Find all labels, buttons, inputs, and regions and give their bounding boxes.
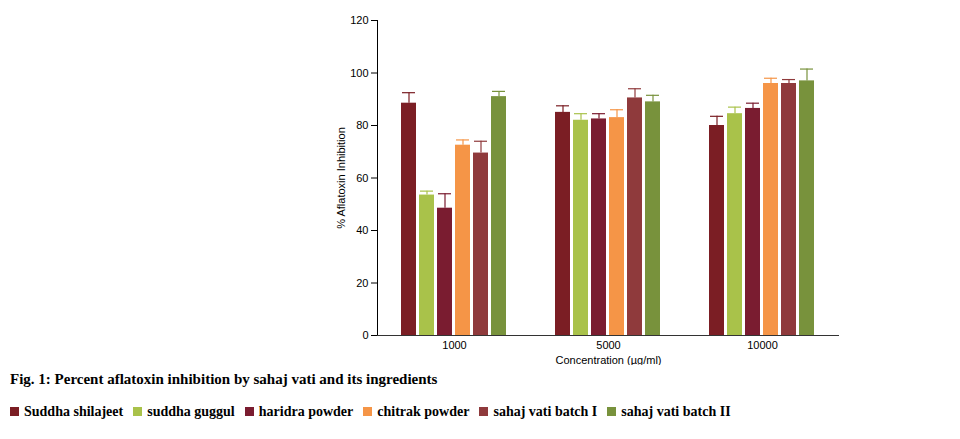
svg-text:20: 20 xyxy=(356,277,368,289)
svg-text:40: 40 xyxy=(356,224,368,236)
svg-text:1000: 1000 xyxy=(442,339,466,351)
html-text:sahaj vati batch I: sahaj vati batch I xyxy=(493,404,598,419)
html-text:haridra powder: haridra powder xyxy=(258,404,354,419)
svg-text:80: 80 xyxy=(356,119,368,131)
svg-text:Concentration (µg/ml): Concentration (µg/ml) xyxy=(556,354,662,366)
svg-text:120: 120 xyxy=(350,14,368,26)
html-text:sahaj vati batch II: sahaj vati batch II xyxy=(621,404,731,419)
html-text:Fig. 1: Percent aflatoxin inhi: Fig. 1: Percent aflatoxin inhibition by … xyxy=(10,371,438,387)
svg-text:% Aflatoxin Inhibition: % Aflatoxin Inhibition xyxy=(335,127,347,229)
html-text:suddha guggul: suddha guggul xyxy=(147,404,235,419)
svg-text:0: 0 xyxy=(362,329,368,341)
svg-text:10000: 10000 xyxy=(747,339,778,351)
svg-text:5000: 5000 xyxy=(596,339,620,351)
html-text:chitrak powder: chitrak powder xyxy=(377,404,470,419)
svg-text:100: 100 xyxy=(350,67,368,79)
svg-text:60: 60 xyxy=(356,172,368,184)
html-text:Suddha shilajeet: Suddha shilajeet xyxy=(24,404,124,419)
